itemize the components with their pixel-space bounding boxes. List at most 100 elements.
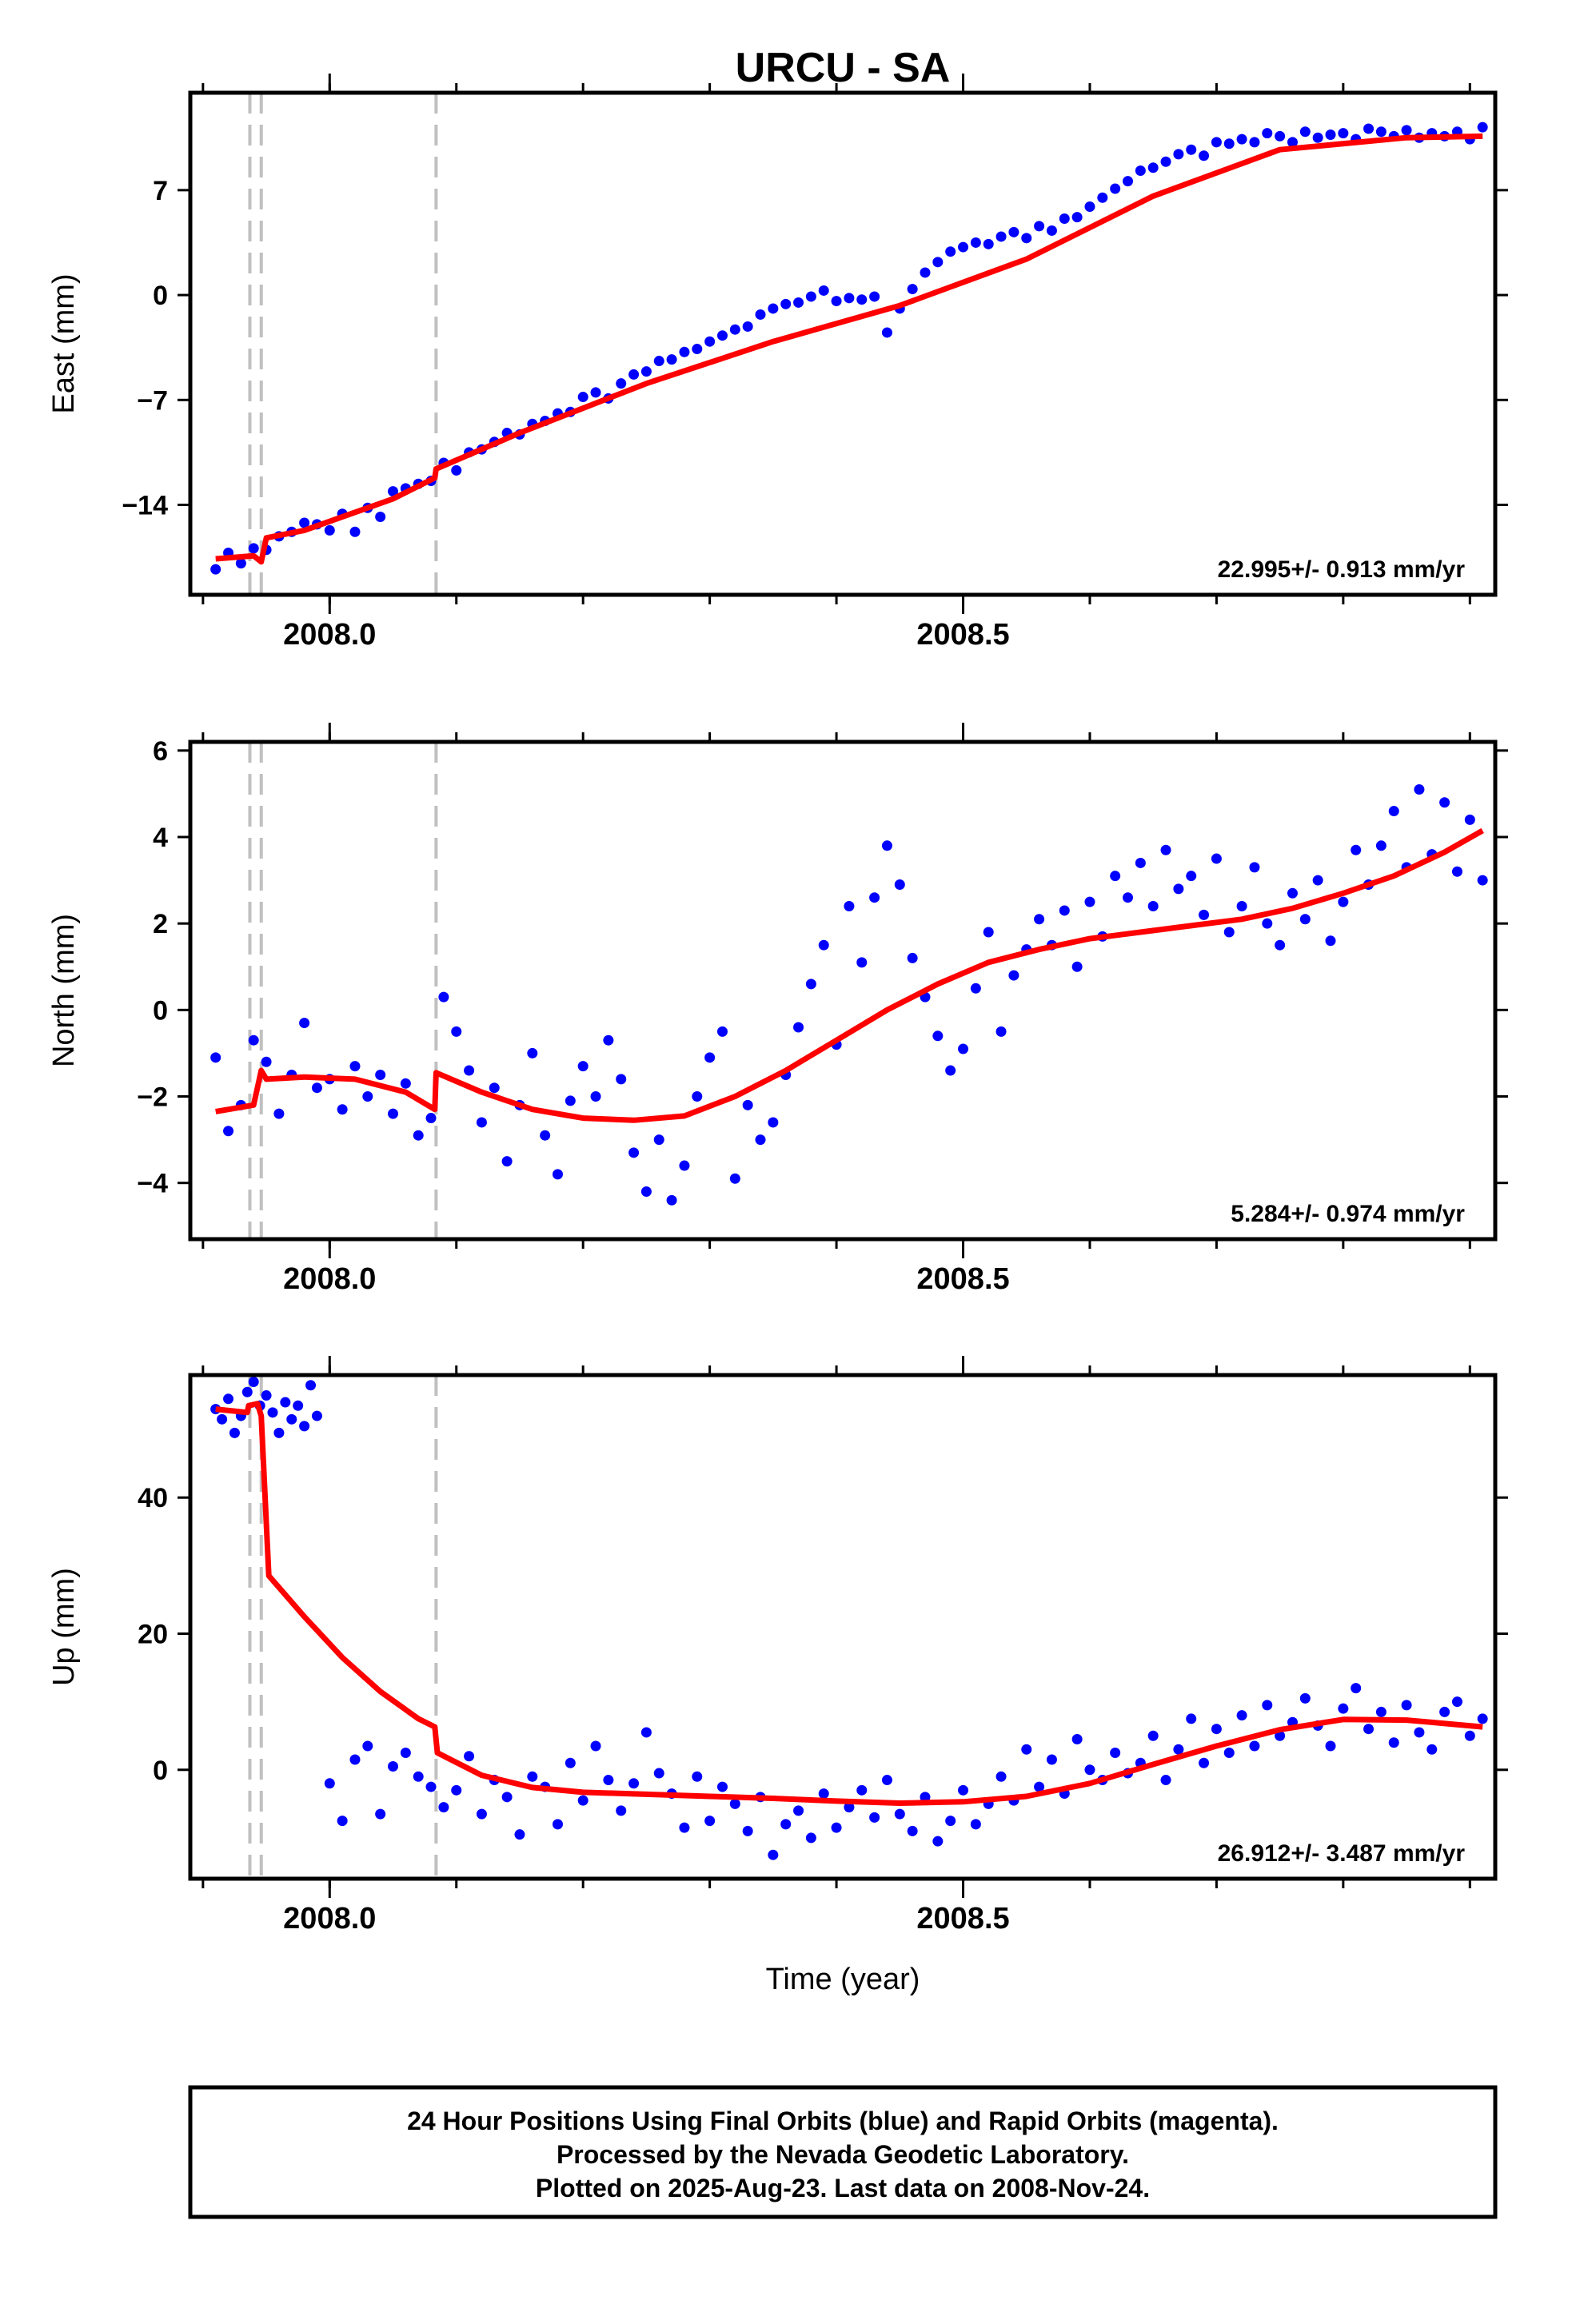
up-model-line xyxy=(215,1401,1483,1806)
north-x-tick-label: 2008.5 xyxy=(916,1262,1009,1296)
east-data-point xyxy=(235,558,246,569)
up-data-point xyxy=(881,1775,892,1786)
caption-line-3: Plotted on 2025-Aug-23. Last data on 200… xyxy=(536,2174,1150,2202)
east-data-point xyxy=(768,303,779,314)
east-data-point xyxy=(590,387,601,398)
up-data-point xyxy=(1046,1754,1057,1765)
north-data-point xyxy=(729,1173,740,1184)
north-panel: 2008.0 2008.5 −4 −2 0 2 4 6 North (mm) 5.284+/- 0… xyxy=(47,723,1508,1296)
up-data-point xyxy=(337,1816,348,1827)
up-data-point xyxy=(261,1390,272,1401)
north-data-point xyxy=(755,1134,766,1146)
up-data-point xyxy=(1451,1696,1462,1708)
up-y-tick-label: 40 xyxy=(138,1483,168,1513)
east-data-point xyxy=(1173,149,1184,160)
east-data-point xyxy=(349,526,361,537)
north-data-point xyxy=(1249,862,1260,873)
up-plot-frame xyxy=(188,1373,1498,1881)
up-data-point xyxy=(267,1407,278,1418)
east-data-point xyxy=(995,231,1007,242)
up-data-point xyxy=(1236,1710,1247,1721)
up-data-point xyxy=(514,1829,525,1840)
north-data-point xyxy=(692,1091,703,1102)
north-data-point xyxy=(362,1091,373,1102)
east-data-point xyxy=(1401,125,1412,136)
north-data-point xyxy=(261,1056,272,1067)
up-data-point xyxy=(413,1771,424,1782)
up-data-point xyxy=(400,1748,411,1758)
east-data-point xyxy=(1299,126,1311,138)
up-data-point xyxy=(768,1849,779,1860)
up-data-point xyxy=(1034,1781,1045,1792)
east-data-point xyxy=(869,291,880,302)
up-data-point xyxy=(388,1761,399,1772)
up-data-point xyxy=(920,1792,931,1803)
east-data-point xyxy=(577,392,589,403)
north-data-point xyxy=(983,927,994,938)
east-data-point xyxy=(958,241,969,253)
up-data-point xyxy=(1110,1748,1121,1758)
east-data-point xyxy=(983,238,994,249)
north-data-point xyxy=(1199,909,1210,920)
north-data-point xyxy=(1451,866,1462,877)
caption-line-2: Processed by the Nevada Geodetic Laborat… xyxy=(557,2140,1129,2169)
up-data-point xyxy=(1464,1730,1475,1741)
north-data-point xyxy=(210,1052,221,1063)
east-plot-frame xyxy=(188,90,1498,597)
east-data-point xyxy=(1160,156,1171,167)
north-data-point xyxy=(995,1026,1007,1037)
up-data-point xyxy=(293,1400,304,1411)
up-y-axis-label: Up (mm) xyxy=(47,1568,81,1686)
north-data-point xyxy=(400,1078,411,1089)
east-panel: 2008.0 2008.5 −14 −7 0 7 East (mm) 22.995+/- 0.… xyxy=(47,74,1508,652)
north-data-point xyxy=(1084,896,1095,907)
east-data-point xyxy=(1236,134,1247,145)
north-y-tick-label: 2 xyxy=(153,909,168,939)
east-data-point xyxy=(1249,137,1260,148)
north-data-point xyxy=(590,1091,601,1102)
east-data-point xyxy=(692,344,703,355)
north-data-point xyxy=(1312,875,1323,886)
north-data-point xyxy=(603,1034,614,1046)
east-data-point xyxy=(375,512,386,523)
up-data-point xyxy=(438,1802,449,1813)
up-data-point xyxy=(1223,1748,1235,1758)
up-data-point xyxy=(907,1825,918,1836)
up-data-point xyxy=(1211,1724,1222,1735)
north-data-point xyxy=(970,983,981,994)
north-data-point xyxy=(577,1061,589,1072)
north-y-tick-label: 6 xyxy=(153,736,168,767)
north-data-point xyxy=(1034,914,1045,925)
east-data-point xyxy=(1021,233,1032,244)
up-data-point xyxy=(1199,1757,1210,1768)
north-data-point xyxy=(1236,901,1247,912)
east-data-point xyxy=(451,464,462,476)
north-data-point xyxy=(223,1126,234,1137)
up-data-point xyxy=(1426,1744,1438,1755)
north-data-point xyxy=(501,1156,513,1167)
north-data-point xyxy=(1287,887,1298,899)
up-data-point xyxy=(590,1740,601,1752)
east-data-point xyxy=(1097,192,1108,203)
east-y-tick-label: 7 xyxy=(153,176,168,206)
north-data-point xyxy=(869,892,880,903)
east-data-point xyxy=(248,543,259,554)
north-x-tick-label: 2008.0 xyxy=(283,1262,376,1296)
up-data-point xyxy=(241,1386,253,1397)
north-data-point xyxy=(476,1117,487,1128)
north-data-point xyxy=(894,879,905,890)
east-data-point xyxy=(299,517,310,528)
north-data-point xyxy=(1160,844,1171,855)
east-data-point xyxy=(1338,128,1349,139)
east-data-point xyxy=(818,285,829,296)
east-model-line xyxy=(215,133,1483,565)
east-data-point xyxy=(666,354,677,365)
east-data-point xyxy=(1325,129,1336,140)
up-x-tick-label: 2008.0 xyxy=(283,1902,376,1935)
north-data-point xyxy=(1135,857,1146,868)
up-data-point xyxy=(248,1377,259,1388)
up-data-point xyxy=(349,1754,361,1765)
east-data-point xyxy=(729,324,740,335)
